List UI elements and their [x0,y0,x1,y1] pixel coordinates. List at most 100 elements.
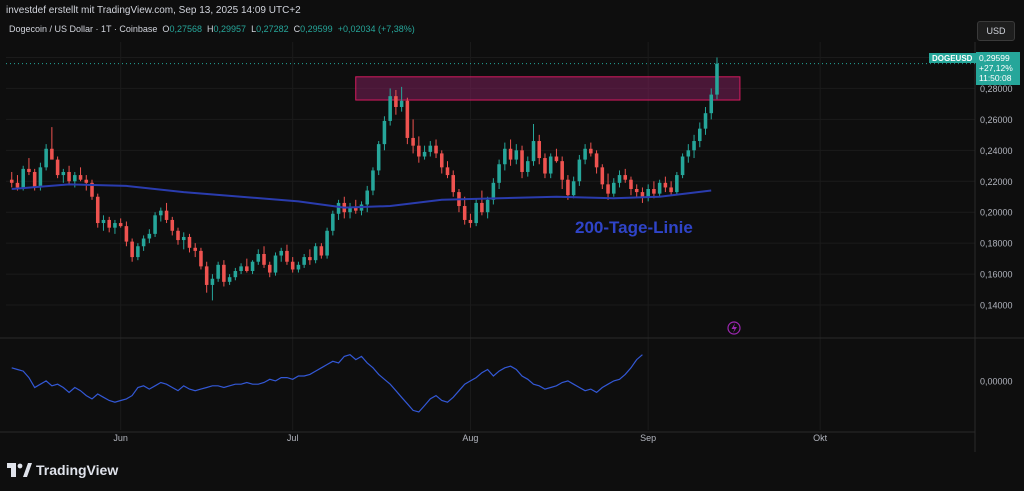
candle-body[interactable] [560,161,564,180]
candle-body[interactable] [245,266,249,272]
candle-body[interactable] [698,128,702,142]
candle-body[interactable] [210,278,215,285]
candle-body[interactable] [382,120,387,145]
candle-body[interactable] [107,219,111,228]
alert-lightning-icon[interactable] [727,321,741,335]
candle-body[interactable] [394,96,398,107]
candle-body[interactable] [634,189,639,193]
candle-body[interactable] [680,156,685,176]
candle-body[interactable] [50,148,54,160]
candle-body[interactable] [164,210,169,220]
candle-body[interactable] [675,175,679,193]
candle-body[interactable] [468,219,473,224]
candle-body[interactable] [193,247,197,251]
candle-body[interactable] [95,196,100,224]
candle-body[interactable] [9,179,14,183]
candle-body[interactable] [571,181,576,196]
candle-body[interactable] [428,145,433,152]
candle-body[interactable] [709,94,714,114]
candle-body[interactable] [589,148,593,154]
candle-body[interactable] [187,236,192,248]
candle-body[interactable] [663,182,668,188]
candle-body[interactable] [640,192,645,197]
candle-body[interactable] [296,264,301,270]
candle-body[interactable] [302,257,306,265]
candle-body[interactable] [623,175,628,180]
candle-body[interactable] [170,219,175,231]
candle-body[interactable] [600,167,605,185]
resistance-zone[interactable] [355,76,741,101]
candle-body[interactable] [331,213,335,231]
candle-body[interactable] [15,182,20,188]
candle-body[interactable] [78,175,83,180]
candle-body[interactable] [629,179,633,189]
candle-body[interactable] [313,246,318,261]
candle-body[interactable] [353,207,358,211]
candle-body[interactable] [204,266,209,285]
candle-body[interactable] [44,148,48,168]
candle-body[interactable] [703,113,708,129]
candle-body[interactable] [130,241,134,258]
candle-body[interactable] [222,264,226,282]
candle-body[interactable] [594,153,599,168]
candle-body[interactable] [503,148,507,165]
candle-body[interactable] [583,148,587,160]
candle-body[interactable] [336,202,341,214]
candle-body[interactable] [445,167,450,176]
candle-body[interactable] [537,141,542,159]
candle-body[interactable] [692,141,696,151]
candle-body[interactable] [67,171,71,182]
candle-body[interactable] [267,264,272,273]
candle-body[interactable] [32,171,37,188]
candle-body[interactable] [124,226,129,242]
candle-body[interactable] [84,179,89,183]
candle-body[interactable] [216,264,220,279]
candle-body[interactable] [606,184,610,194]
candle-body[interactable] [262,253,266,265]
candle-body[interactable] [61,171,66,176]
candle-body[interactable] [290,261,295,270]
candle-body[interactable] [417,145,421,157]
candle-body[interactable] [256,253,261,262]
candle-body[interactable] [485,199,490,213]
candle-body[interactable] [285,250,289,262]
candle-body[interactable] [566,179,570,196]
candle-body[interactable] [365,190,370,205]
candle-body[interactable] [422,151,427,157]
candle-body[interactable] [38,167,43,188]
candle-body[interactable] [233,271,238,278]
candle-body[interactable] [657,182,662,194]
candle-body[interactable] [497,164,501,183]
candle-body[interactable] [439,153,444,168]
candle-body[interactable] [480,202,484,213]
candle-body[interactable] [181,236,186,241]
candle-body[interactable] [611,182,616,194]
candle-body[interactable] [279,250,283,256]
candle-body[interactable] [451,175,456,193]
candle-body[interactable] [21,168,25,188]
candle-body[interactable] [548,156,553,174]
candle-body[interactable] [531,141,536,162]
candle-body[interactable] [273,255,278,273]
candle-body[interactable] [462,206,467,220]
candle-body[interactable] [514,150,519,160]
candle-body[interactable] [652,189,656,194]
candle-body[interactable] [90,182,94,197]
candle-body[interactable] [319,246,324,256]
candle-body[interactable] [686,150,691,157]
candle-body[interactable] [669,187,673,193]
candle-body[interactable] [474,202,478,224]
candle-body[interactable] [136,246,140,258]
candle-body[interactable] [147,233,152,239]
ma200-line[interactable] [11,183,712,209]
candle-body[interactable] [434,145,438,154]
candle-body[interactable] [388,96,392,121]
candle-body[interactable] [308,257,312,261]
candle-body[interactable] [153,215,157,234]
candle-body[interactable] [118,223,123,227]
candle-body[interactable] [617,175,622,183]
candle-body[interactable] [715,63,719,95]
candle-body[interactable] [27,168,31,172]
candle-body[interactable] [113,223,117,228]
